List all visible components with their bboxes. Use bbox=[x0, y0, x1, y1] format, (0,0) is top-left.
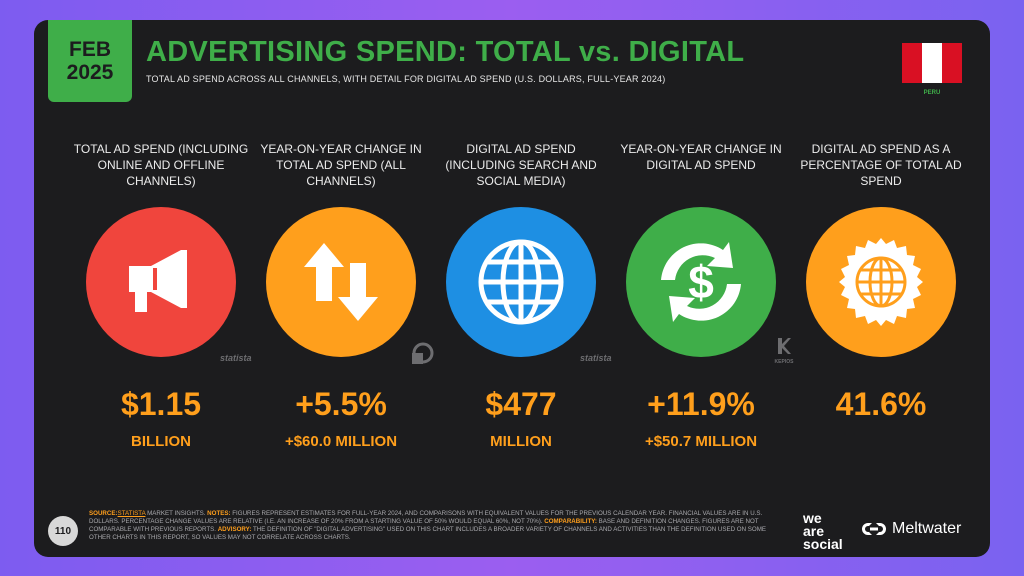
stat-unit: +$50.7 MILLION bbox=[644, 433, 758, 450]
source-text: MARKET INSIGHTS. bbox=[145, 510, 208, 517]
peru-flag-icon bbox=[902, 43, 962, 83]
svg-text:$: $ bbox=[688, 256, 714, 308]
meltwater-logo: Meltwater bbox=[860, 520, 961, 538]
source-label: SOURCE: bbox=[89, 510, 118, 517]
statista-logo: statista bbox=[580, 353, 612, 363]
stat-label: YEAR-ON-YEAR CHANGE IN DIGITAL AD SPEND bbox=[620, 142, 782, 172]
stat-label: YEAR-ON-YEAR CHANGE IN TOTAL AD SPEND (A… bbox=[260, 142, 422, 188]
comparability-text: BASE AND DEFINITION CHANGES. FIGURES ARE… bbox=[89, 518, 759, 533]
dollar-cycle-icon: $ bbox=[626, 207, 776, 357]
statista-logo: statista bbox=[220, 353, 252, 363]
notes-label: NOTES: bbox=[207, 510, 231, 517]
country-label: PERU bbox=[923, 90, 941, 96]
comparability-label: COMPARABILITY: bbox=[544, 518, 597, 525]
kepios-label: KEPIOS bbox=[774, 359, 794, 365]
date-year: 2025 bbox=[66, 61, 114, 84]
brand-line: we bbox=[803, 510, 822, 526]
meltwater-label: Meltwater bbox=[892, 520, 962, 537]
source-logo-icon bbox=[412, 342, 434, 369]
advisory-text: THE DEFINITION OF "DIGITAL ADVERTISING" … bbox=[89, 526, 767, 541]
globe-badge-icon bbox=[806, 207, 956, 357]
globe-icon bbox=[446, 207, 596, 357]
stat-label: DIGITAL AD SPEND AS A PERCENTAGE OF TOTA… bbox=[800, 142, 962, 188]
report-slide: FEB 2025 ADVERTISING SPEND: TOTAL vs. DI… bbox=[34, 20, 990, 557]
stat-value: $1.15 bbox=[120, 386, 202, 422]
kepios-logo: KEPIOS bbox=[772, 338, 796, 365]
stat-value: 41.6% bbox=[835, 386, 927, 422]
we-are-social-logo: we are social bbox=[803, 510, 855, 552]
stat-label: TOTAL AD SPEND (INCLUDING ONLINE AND OFF… bbox=[73, 142, 249, 188]
footnotes: SOURCE:STATISTA MARKET INSIGHTS. NOTES: … bbox=[89, 510, 779, 542]
page-subtitle: TOTAL AD SPEND ACROSS ALL CHANNELS, WITH… bbox=[146, 74, 666, 84]
date-tag: FEB 2025 bbox=[48, 20, 132, 102]
source-link[interactable]: STATISTA bbox=[117, 510, 146, 517]
page-title: ADVERTISING SPEND: TOTAL vs. DIGITAL bbox=[146, 36, 745, 68]
date-month: FEB bbox=[69, 38, 111, 61]
stat-unit: MILLION bbox=[490, 433, 552, 450]
meltwater-icon bbox=[862, 523, 886, 535]
page-number: 110 bbox=[48, 516, 78, 546]
stat-unit: BILLION bbox=[131, 433, 191, 450]
brand-line: social bbox=[803, 536, 843, 552]
notes-text: FIGURES REPRESENT ESTIMATES FOR FULL-YEA… bbox=[89, 510, 763, 525]
up-down-arrows-icon bbox=[266, 207, 416, 357]
stat-unit: +$60.0 MILLION bbox=[284, 433, 398, 450]
stat-label: DIGITAL AD SPEND (INCLUDING SEARCH AND S… bbox=[445, 142, 597, 188]
brand-line: are bbox=[803, 523, 825, 539]
megaphone-icon bbox=[86, 207, 236, 357]
stat-value: +11.9% bbox=[647, 386, 755, 422]
stat-value: +5.5% bbox=[295, 386, 387, 422]
advisory-label: ADVISORY: bbox=[217, 526, 252, 533]
stat-value: $477 bbox=[485, 386, 557, 422]
